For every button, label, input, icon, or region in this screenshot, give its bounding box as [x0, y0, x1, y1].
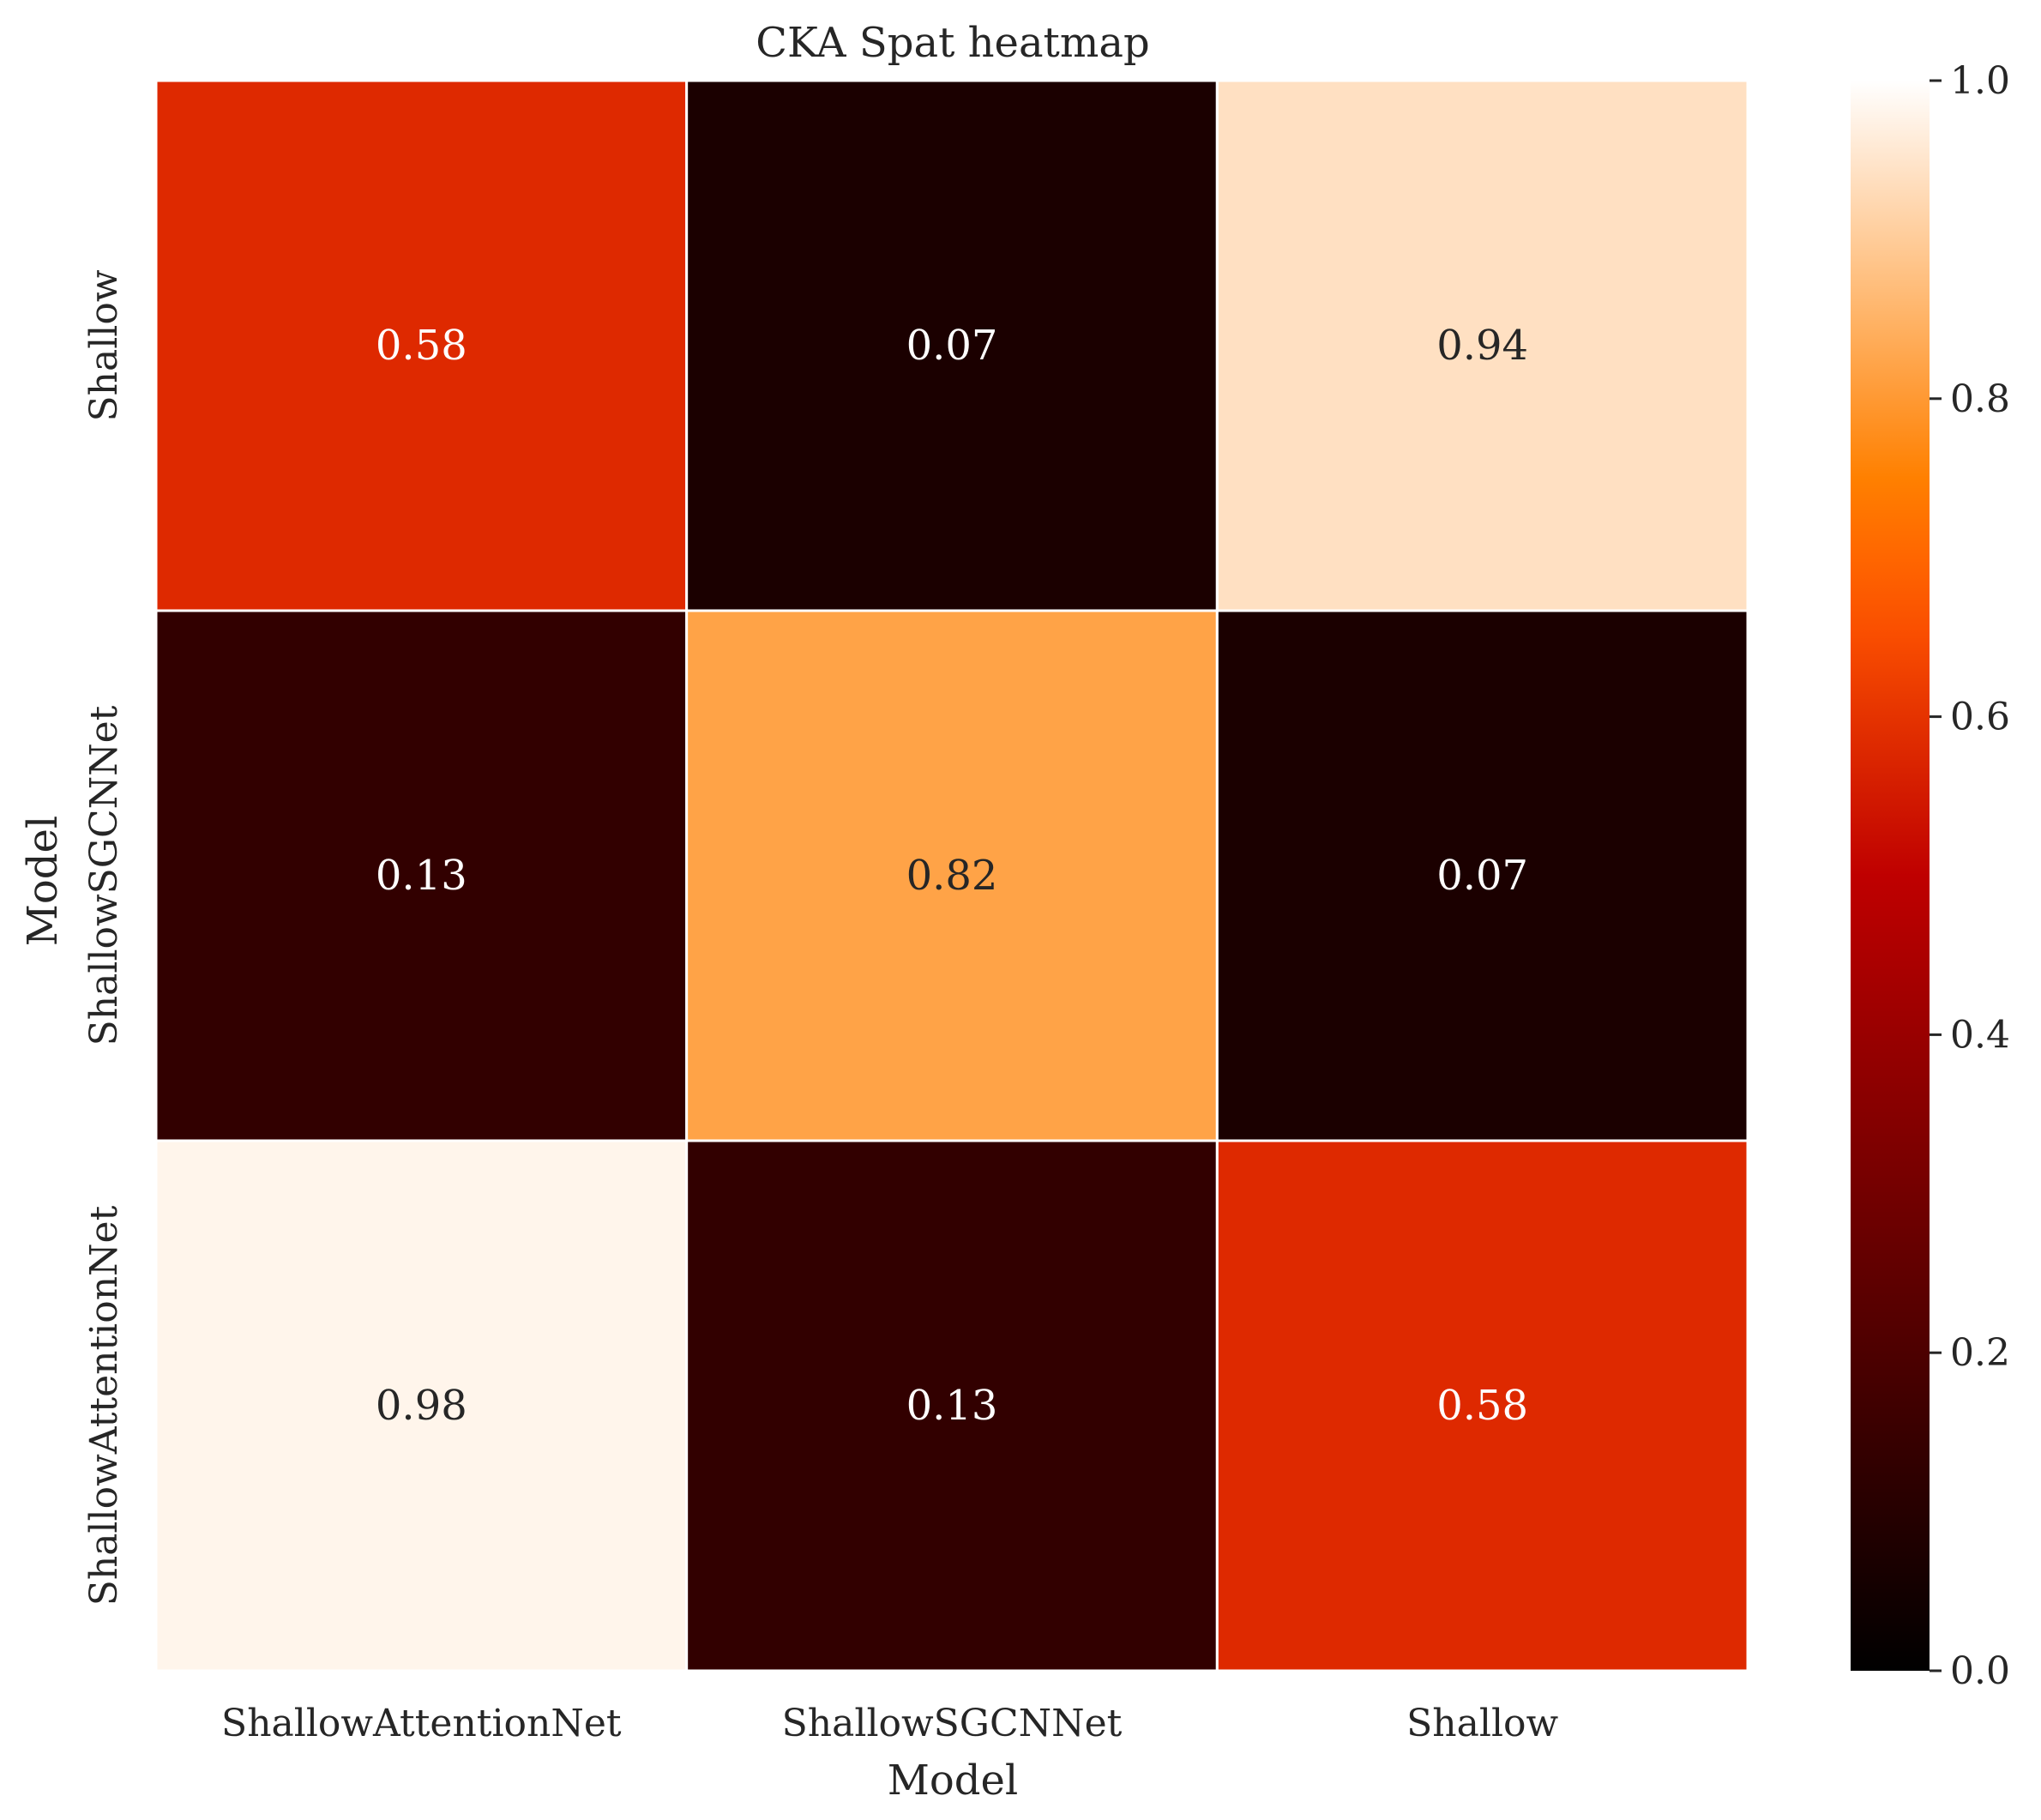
x-tick-label: ShallowSGCNNet — [782, 1702, 1123, 1745]
heatmap-cell — [154, 1139, 689, 1672]
colorbar-tick-label: 1.0 — [1950, 59, 2010, 103]
colorbar-gradient — [1851, 81, 1930, 1671]
heatmap-cell — [685, 1139, 1219, 1672]
cell-value-label: 0.82 — [906, 852, 998, 900]
heatmap-cell — [1215, 1139, 1749, 1672]
cell-value-label: 0.13 — [376, 852, 467, 900]
x-axis-label: Model — [888, 1757, 1019, 1805]
cell-value-label: 0.58 — [1436, 1382, 1528, 1430]
cell-value-label: 0.07 — [1436, 852, 1528, 900]
x-tick-label: Shallow — [1406, 1702, 1558, 1745]
heatmap-cell — [1215, 609, 1749, 1142]
x-tick-labels: ShallowAttentionNet ShallowSGCNNet Shallow — [221, 1702, 1558, 1745]
heatmap-cell — [154, 609, 689, 1142]
heatmap-cell — [1215, 79, 1749, 612]
x-tick-label: ShallowAttentionNet — [221, 1702, 622, 1745]
heatmap-cell — [685, 609, 1219, 1142]
cell-value-label: 0.94 — [1436, 322, 1528, 370]
cell-value-label: 0.58 — [376, 322, 467, 370]
heatmap-cells: 0.58 0.07 0.94 0.13 0.82 0.07 0.98 0.13 0.58 — [154, 79, 1749, 1672]
heatmap-cell — [154, 79, 689, 612]
colorbar-tick-label: 0.6 — [1950, 696, 2010, 739]
y-tick-labels: Shallow ShallowSGCNNet ShallowAttentionNet — [82, 269, 126, 1606]
heatmap-cell — [685, 79, 1219, 612]
cell-value-label: 0.13 — [906, 1382, 998, 1430]
colorbar-tick-label: 0.8 — [1950, 377, 2010, 421]
y-tick-label: ShallowSGCNNet — [82, 705, 126, 1046]
colorbar-tick-label: 0.2 — [1950, 1331, 2010, 1375]
cell-value-label: 0.07 — [906, 322, 998, 370]
chart-title: CKA Spat heatmap — [756, 19, 1149, 67]
y-axis-label: Model — [19, 816, 67, 947]
y-tick-label: Shallow — [82, 269, 126, 421]
y-tick-label: ShallowAttentionNet — [82, 1205, 126, 1606]
colorbar: 0.0 0.2 0.4 0.6 0.8 1.0 — [1851, 59, 2010, 1693]
colorbar-tick-label: 0.4 — [1950, 1013, 2010, 1057]
colorbar-tick-label: 0.0 — [1950, 1649, 2010, 1693]
cell-value-label: 0.98 — [376, 1382, 467, 1430]
